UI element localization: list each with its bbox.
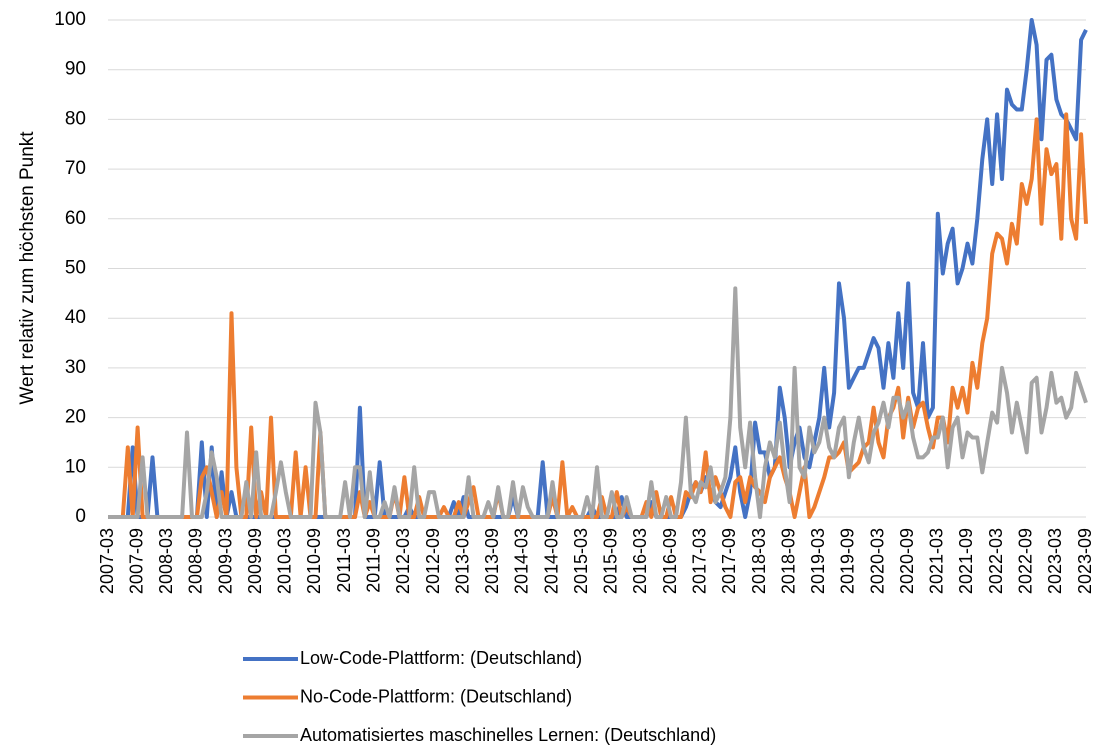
- x-tick-label: 2022-03: [986, 528, 1006, 594]
- x-tick-label: 2009-03: [215, 528, 235, 594]
- x-tick-label: 2019-09: [838, 528, 858, 594]
- x-tick-label: 2007-03: [97, 528, 117, 594]
- x-tick-label: 2017-03: [689, 528, 709, 594]
- x-tick-label: 2020-09: [897, 528, 917, 594]
- x-tick-label: 2008-03: [156, 528, 176, 594]
- legend-label: No-Code-Plattform: (Deutschland): [300, 686, 572, 706]
- x-tick-label: 2013-03: [452, 528, 472, 594]
- x-tick-label: 2023-09: [1075, 528, 1094, 594]
- y-tick-label: 60: [65, 208, 86, 229]
- x-tick-label: 2015-03: [571, 528, 591, 594]
- x-tick-label: 2010-03: [275, 528, 295, 594]
- x-tick-label: 2021-09: [956, 528, 976, 594]
- y-tick-label: 30: [65, 357, 86, 378]
- y-tick-label: 0: [75, 506, 86, 527]
- series-line: [108, 112, 1088, 519]
- y-tick-label: 10: [65, 456, 86, 477]
- x-tick-label: 2021-03: [927, 528, 947, 594]
- x-tick-label: 2013-09: [482, 528, 502, 594]
- x-tick-label: 2018-09: [778, 528, 798, 594]
- x-tick-label: 2018-03: [749, 528, 769, 594]
- y-tick-label: 20: [65, 407, 86, 428]
- x-tick-label: 2014-09: [541, 528, 561, 594]
- y-tick-label: 70: [65, 158, 86, 179]
- x-tick-label: 2016-09: [660, 528, 680, 594]
- x-tick-label: 2022-09: [1015, 528, 1035, 594]
- legend-label: Low-Code-Plattform: (Deutschland): [300, 648, 582, 668]
- x-tick-label: 2010-09: [304, 528, 324, 594]
- series-line: [108, 286, 1088, 519]
- x-tick-label: 2008-09: [186, 528, 206, 594]
- x-tick-label: 2011-03: [334, 528, 354, 593]
- y-axis-title: Wert relativ zum höchsten Punkt: [17, 131, 38, 405]
- x-tick-label: 2017-09: [719, 528, 739, 594]
- x-tick-label: 2020-03: [867, 528, 887, 594]
- x-tick-label: 2016-03: [630, 528, 650, 594]
- x-tick-label: 2023-03: [1045, 528, 1065, 594]
- x-tick-label: 2014-03: [512, 528, 532, 594]
- x-tick-label: 2011-09: [363, 528, 383, 593]
- x-tick-label: 2015-09: [601, 528, 621, 594]
- y-tick-label: 40: [65, 307, 86, 328]
- legend-label: Automatisiertes maschinelles Lernen: (De…: [300, 725, 716, 745]
- y-tick-label: 80: [65, 108, 86, 129]
- y-tick-label: 50: [65, 258, 86, 279]
- x-tick-label: 2007-09: [126, 528, 146, 594]
- x-tick-label: 2012-03: [393, 528, 413, 594]
- x-tick-label: 2009-09: [245, 528, 265, 594]
- y-tick-label: 100: [54, 9, 86, 30]
- x-tick-label: 2012-09: [423, 528, 443, 594]
- y-tick-label: 90: [65, 59, 86, 80]
- x-tick-label: 2019-03: [808, 528, 828, 594]
